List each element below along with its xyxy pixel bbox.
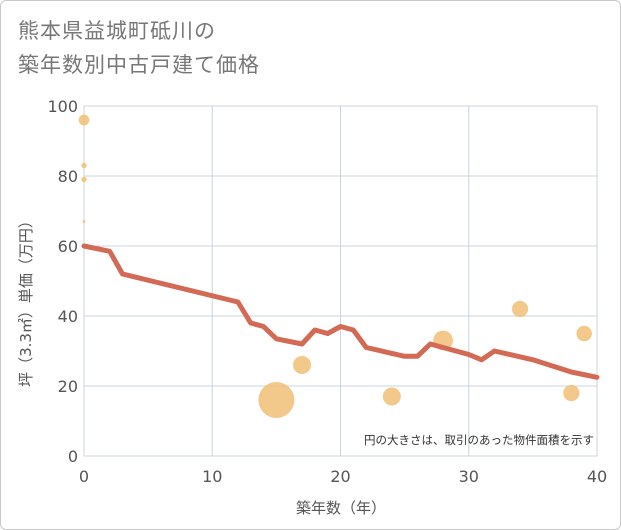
tick-labels: 0 10 20 30 40 0 20 40 60 80 100 <box>47 97 607 486</box>
y-axis-label: 坪（3.3㎡）単価（万円） <box>17 213 35 387</box>
x-axis-label: 築年数（年） <box>296 499 386 517</box>
bubble-point <box>563 384 580 402</box>
y-tick-label: 100 <box>47 97 78 116</box>
chart-title: 熊本県益城町砥川の 築年数別中古戸建て価格 <box>18 14 260 82</box>
bubble-point <box>81 176 87 183</box>
y-tick-label: 60 <box>58 237 78 256</box>
bubble-point <box>78 114 90 126</box>
bubble-point <box>82 220 86 223</box>
trend-line <box>81 243 600 380</box>
x-tick-label: 10 <box>202 467 222 486</box>
bubble-point <box>293 356 312 374</box>
chart-title-line2: 築年数別中古戸建て価格 <box>18 53 260 77</box>
bubble-point <box>382 387 401 406</box>
y-tick-label: 40 <box>58 307 78 326</box>
y-tick-label: 0 <box>68 447 78 466</box>
x-tick-label: 0 <box>79 467 89 486</box>
y-tick-label: 80 <box>58 167 78 186</box>
x-tick-label: 40 <box>587 467 607 486</box>
bubble-point <box>81 162 87 169</box>
x-tick-label: 30 <box>459 467 479 486</box>
y-tick-label: 20 <box>58 377 78 396</box>
chart-title-line1: 熊本県益城町砥川の <box>18 19 216 43</box>
bubble-point <box>258 382 295 418</box>
bubble-point <box>576 325 592 342</box>
size-legend-note: 円の大きさは、取引のあった物件面積を示す <box>364 433 594 447</box>
bubble-point <box>511 300 529 318</box>
x-tick-label: 20 <box>330 467 350 486</box>
grid-lines <box>83 105 598 457</box>
bubble-series <box>78 114 592 418</box>
